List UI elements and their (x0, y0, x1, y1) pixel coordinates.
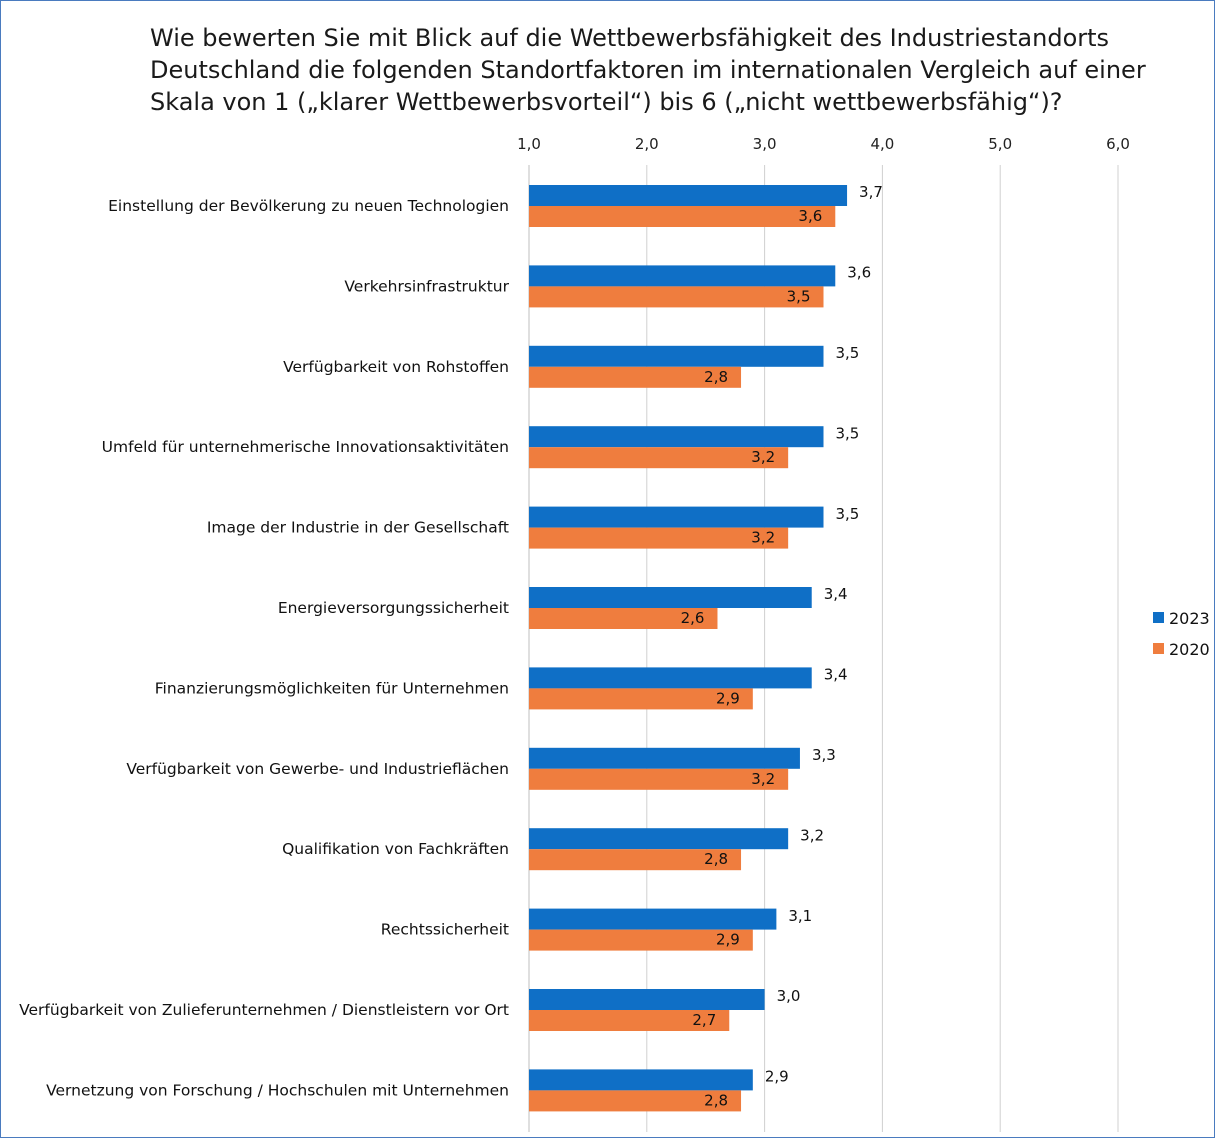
bar-2023 (529, 426, 824, 448)
data-label-2023: 3,2 (800, 826, 824, 844)
x-tick-label: 3,0 (753, 135, 777, 153)
bar-2023 (529, 185, 848, 206)
bar-2020 (529, 206, 836, 227)
category-label: Verkehrsinfrastruktur (344, 277, 509, 295)
data-label-2020: 2,6 (681, 609, 705, 627)
bar-2020 (529, 1090, 742, 1112)
data-label-2023: 2,9 (765, 1068, 789, 1086)
category-label: Einstellung der Bevölkerung zu neuen Tec… (108, 197, 509, 215)
category-label: Rechtssicherheit (381, 921, 509, 939)
data-label-2020: 2,8 (704, 850, 728, 868)
bar-2023 (529, 345, 824, 367)
data-label-2020: 2,7 (692, 1011, 716, 1029)
data-label-2020: 3,5 (787, 287, 811, 305)
category-label: Verfügbarkeit von Rohstoffen (283, 358, 509, 376)
bar-2023 (529, 667, 812, 689)
legend-swatch-2020 (1153, 643, 1164, 654)
category-label: Vernetzung von Forschung / Hochschulen m… (46, 1081, 509, 1099)
x-tick-label: 5,0 (988, 135, 1012, 153)
bar-2023 (529, 265, 836, 287)
data-label-2023: 3,5 (836, 344, 860, 362)
data-label-2023: 3,7 (859, 183, 883, 201)
bar-2023 (529, 747, 800, 769)
category-label: Umfeld für unternehmerische Innovationsa… (102, 438, 509, 456)
bar-2020 (529, 447, 789, 469)
x-tick-label: 1,0 (517, 135, 541, 153)
data-label-2023: 3,6 (847, 264, 871, 282)
data-label-2020: 3,2 (751, 529, 775, 547)
data-label-2023: 3,5 (836, 505, 860, 523)
data-label-2020: 3,2 (751, 770, 775, 788)
data-label-2020: 2,9 (716, 931, 740, 949)
data-label-2023: 3,1 (788, 907, 812, 925)
x-tick-label: 4,0 (870, 135, 894, 153)
data-label-2023: 3,4 (824, 585, 848, 603)
data-label-2020: 2,9 (716, 689, 740, 707)
data-label-2023: 3,4 (824, 666, 848, 684)
x-tick-label: 2,0 (635, 135, 659, 153)
category-label: Qualifikation von Fachkräften (282, 840, 509, 858)
bar-2020 (529, 1010, 730, 1031)
legend-label-2023: 2023 (1169, 609, 1210, 628)
bar-2020 (529, 286, 824, 308)
x-tick-label: 6,0 (1106, 135, 1130, 153)
bar-2020 (529, 768, 789, 790)
bar-2020 (529, 929, 753, 951)
bar-2023 (529, 989, 765, 1010)
data-label-2023: 3,3 (812, 746, 836, 764)
chart-title: Wie bewerten Sie mit Blick auf die Wettb… (150, 24, 1146, 116)
data-label-2020: 3,6 (798, 207, 822, 225)
bar-2020 (529, 366, 742, 388)
bar-2020 (529, 688, 753, 710)
bar-2023 (529, 908, 777, 930)
bar-2023 (529, 506, 824, 528)
bar-2020 (529, 527, 789, 549)
bar-2023 (529, 1069, 753, 1091)
category-label: Energieversorgungssicherheit (278, 599, 509, 617)
legend-label-2020: 2020 (1169, 640, 1210, 659)
data-label-2020: 3,2 (751, 448, 775, 466)
bar-2023 (529, 828, 789, 850)
bar-2020 (529, 608, 718, 629)
category-label: Finanzierungsmöglichkeiten für Unternehm… (155, 679, 509, 697)
bar-2023 (529, 587, 812, 608)
category-label: Verfügbarkeit von Zulieferunternehmen / … (19, 1001, 509, 1019)
legend-swatch-2023 (1153, 612, 1164, 623)
data-label-2023: 3,0 (777, 987, 801, 1005)
category-label: Verfügbarkeit von Gewerbe- und Industrie… (126, 760, 509, 778)
data-label-2020: 2,8 (704, 1091, 728, 1109)
data-label-2020: 2,8 (704, 368, 728, 386)
category-label: Image der Industrie in der Gesellschaft (207, 519, 509, 537)
data-label-2023: 3,5 (836, 424, 860, 442)
bar-2020 (529, 849, 742, 871)
